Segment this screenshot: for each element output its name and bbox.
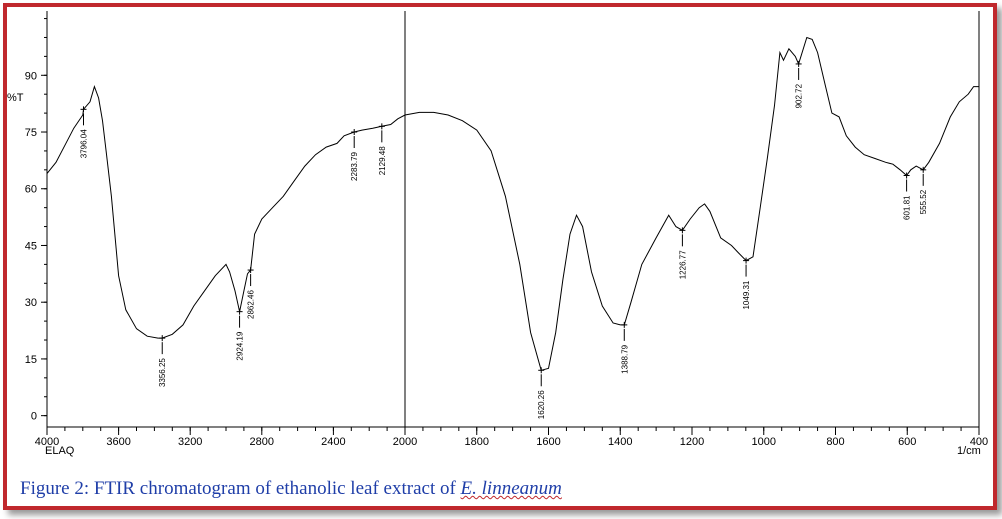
x-tick-label: 1000 (752, 436, 776, 448)
caption-text: Figure 2: FTIR chromatogram of ethanolic… (20, 478, 461, 499)
peak-label: 2924.19 (236, 331, 245, 360)
x-tick-label: 3600 (106, 436, 130, 448)
x-tick-label: 1600 (536, 436, 560, 448)
x-tick-label: 1800 (465, 436, 489, 448)
x-axis-label: 1/cm (957, 445, 981, 457)
peak-label: 2283.79 (350, 151, 359, 180)
peak-label: 2129.48 (378, 146, 387, 175)
peak-label: 1620.26 (537, 390, 546, 419)
chart-ticks: 0 15 30 45 60 75 90 4000 3600 3200 2800 2400 2000 180… (25, 18, 988, 448)
y-tick-label: 0 (31, 411, 37, 423)
x-tick-label: 3200 (178, 436, 202, 448)
x-tick-label: 400 (970, 436, 988, 448)
y-tick-label: 45 (25, 240, 37, 252)
y-tick-label: 15 (25, 354, 37, 366)
x-tick-label: 1400 (608, 436, 632, 448)
chart-axes (46, 11, 980, 428)
y-axis-label: %T (7, 92, 24, 104)
x-tick-label: 600 (898, 436, 916, 448)
y-tick-label: 30 (25, 297, 37, 309)
peak-label: 601.81 (903, 195, 912, 220)
ftir-chart: 0 15 30 45 60 75 90 4000 3600 3200 2800 2400 2000 180… (7, 11, 988, 457)
y-tick-label: 60 (25, 184, 37, 196)
x-tick-label: 800 (826, 436, 844, 448)
x-tick-label: 1200 (680, 436, 704, 448)
caption-species: E. linneanum (460, 478, 562, 499)
figure-frame: 0 15 30 45 60 75 90 4000 3600 3200 2800 2400 2000 180… (3, 3, 997, 510)
peak-label: 3356.25 (158, 358, 167, 387)
peak-label: 3796.04 (80, 129, 89, 158)
x-tick-label: 2000 (393, 436, 417, 448)
peak-label: 2862.46 (247, 290, 256, 319)
peak-label: 902.72 (795, 83, 804, 108)
peak-label: 1226.77 (678, 250, 687, 279)
sample-label: ELAQ (45, 445, 75, 457)
x-tick-label: 2400 (321, 436, 345, 448)
y-tick-label: 90 (25, 70, 37, 82)
peak-label: 1049.31 (742, 280, 751, 309)
figure-caption: Figure 2: FTIR chromatogram of ethanolic… (20, 478, 562, 500)
chart-peak-labels: 3796.04 3356.25 2924.19 2862.46 2283.79 2129.… (80, 60, 928, 419)
x-tick-label: 4000 (35, 436, 59, 448)
peak-label: 1388.79 (620, 344, 629, 373)
y-tick-label: 75 (25, 127, 37, 139)
chart-axis-labels: %T 1/cm ELAQ (7, 92, 981, 457)
spectrum-line (46, 36, 979, 371)
x-tick-label: 2800 (250, 436, 274, 448)
chart-series (46, 36, 979, 371)
peak-label: 555.52 (919, 189, 928, 214)
